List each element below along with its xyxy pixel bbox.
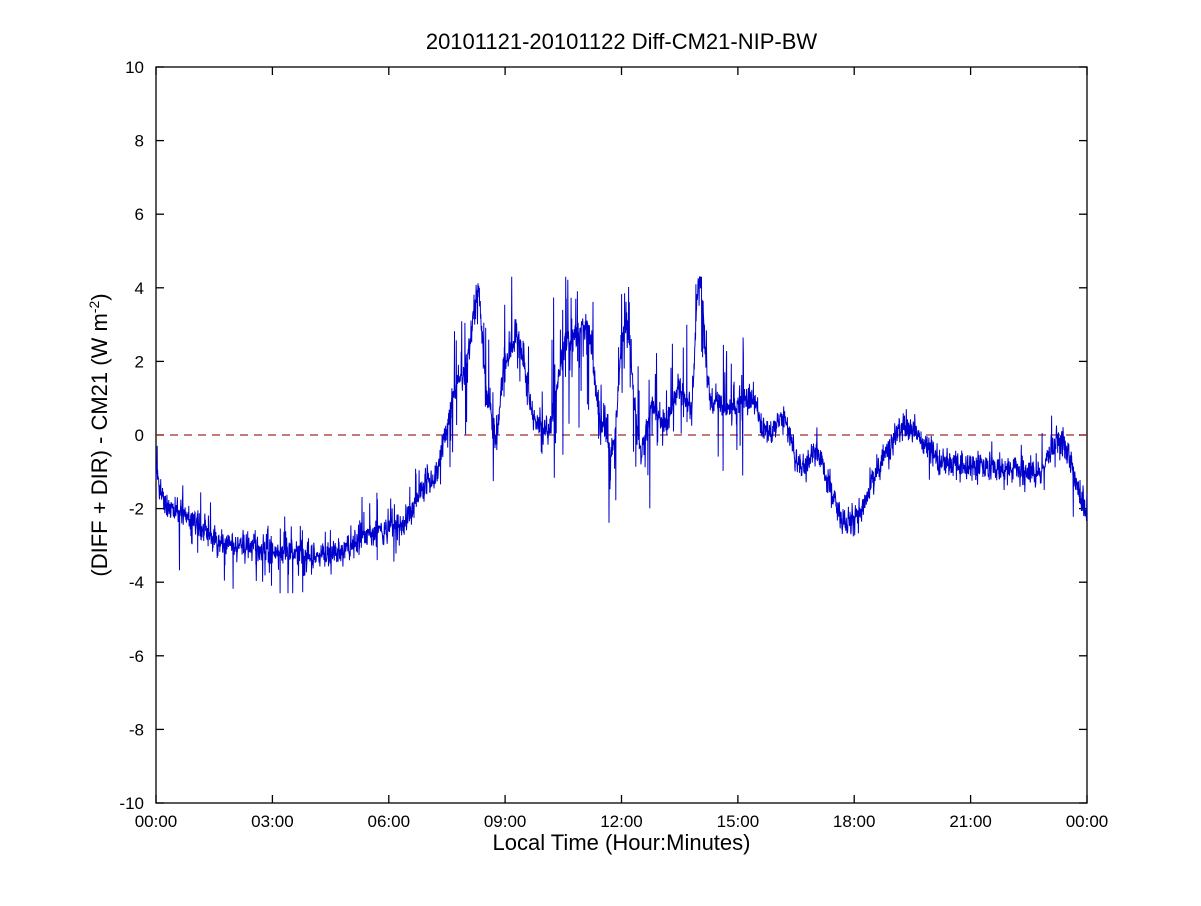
svg-text:4: 4 — [135, 279, 144, 298]
svg-text:-4: -4 — [129, 573, 144, 592]
svg-text:20101121-20101122 Diff-CM21-NI: 20101121-20101122 Diff-CM21-NIP-BW — [426, 29, 818, 54]
svg-text:00:00: 00:00 — [135, 812, 178, 831]
svg-text:00:00: 00:00 — [1066, 812, 1109, 831]
svg-text:-2: -2 — [129, 500, 144, 519]
svg-text:21:00: 21:00 — [949, 812, 992, 831]
svg-text:18:00: 18:00 — [833, 812, 876, 831]
svg-text:15:00: 15:00 — [717, 812, 760, 831]
svg-text:6: 6 — [135, 205, 144, 224]
svg-text:06:00: 06:00 — [368, 812, 411, 831]
svg-text:12:00: 12:00 — [600, 812, 643, 831]
svg-text:09:00: 09:00 — [484, 812, 527, 831]
svg-text:-10: -10 — [119, 794, 144, 813]
svg-text:03:00: 03:00 — [251, 812, 294, 831]
svg-text:-6: -6 — [129, 647, 144, 666]
svg-text:-8: -8 — [129, 720, 144, 739]
svg-text:Local Time (Hour:Minutes): Local Time (Hour:Minutes) — [493, 830, 751, 855]
svg-text:0: 0 — [135, 426, 144, 445]
svg-text:10: 10 — [125, 58, 144, 77]
svg-text:8: 8 — [135, 132, 144, 151]
svg-text:2: 2 — [135, 352, 144, 371]
svg-text:(DIFF + DIR) - CM21 (W m-2): (DIFF + DIR) - CM21 (W m-2) — [86, 293, 112, 576]
